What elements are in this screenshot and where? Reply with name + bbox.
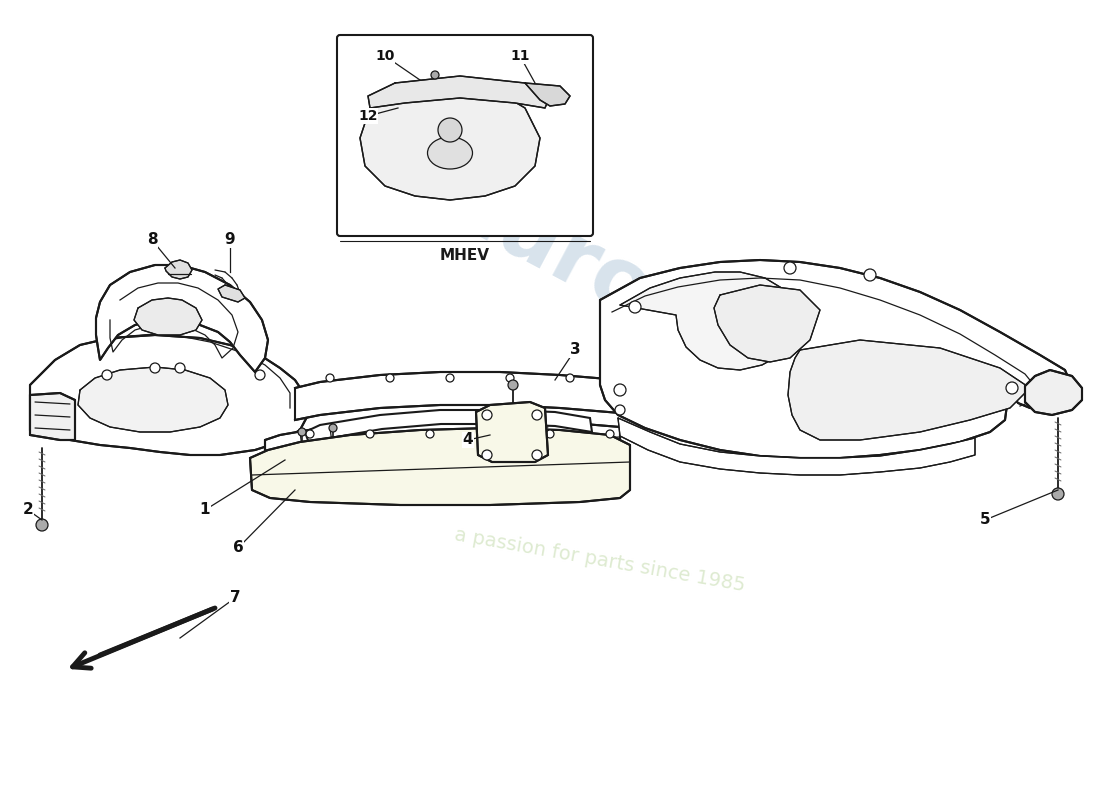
Circle shape: [506, 374, 514, 382]
Circle shape: [532, 450, 542, 460]
Circle shape: [482, 410, 492, 420]
Circle shape: [482, 450, 492, 460]
Polygon shape: [30, 335, 308, 455]
Circle shape: [864, 269, 876, 281]
Circle shape: [386, 374, 394, 382]
Circle shape: [298, 428, 306, 436]
Text: 7: 7: [230, 590, 240, 606]
Ellipse shape: [428, 137, 473, 169]
Circle shape: [1006, 382, 1018, 394]
Circle shape: [784, 262, 796, 274]
Circle shape: [486, 430, 494, 438]
Circle shape: [255, 370, 265, 380]
Circle shape: [546, 430, 554, 438]
Text: 2: 2: [23, 502, 33, 518]
Polygon shape: [600, 260, 1070, 458]
Circle shape: [614, 384, 626, 396]
Circle shape: [36, 519, 48, 531]
Polygon shape: [618, 418, 975, 475]
Text: a passion for parts since 1985: a passion for parts since 1985: [453, 525, 747, 595]
Circle shape: [426, 430, 434, 438]
Circle shape: [508, 380, 518, 390]
Circle shape: [326, 374, 334, 382]
Polygon shape: [476, 402, 548, 462]
Polygon shape: [305, 410, 592, 446]
Polygon shape: [30, 393, 75, 440]
Text: 5: 5: [980, 513, 990, 527]
Polygon shape: [360, 83, 540, 200]
Circle shape: [606, 430, 614, 438]
FancyBboxPatch shape: [337, 35, 593, 236]
Text: 11: 11: [510, 49, 530, 63]
Polygon shape: [265, 420, 620, 458]
Circle shape: [175, 363, 185, 373]
Circle shape: [532, 410, 542, 420]
Polygon shape: [788, 340, 1030, 440]
Text: 1: 1: [200, 502, 210, 518]
Text: 3: 3: [570, 342, 581, 358]
Circle shape: [615, 405, 625, 415]
Polygon shape: [620, 272, 798, 370]
Text: MHEV: MHEV: [440, 248, 490, 263]
Circle shape: [366, 430, 374, 438]
Polygon shape: [78, 367, 228, 432]
Circle shape: [438, 118, 462, 142]
Text: 9: 9: [224, 233, 235, 247]
Circle shape: [431, 71, 439, 79]
Polygon shape: [295, 372, 620, 420]
Circle shape: [566, 374, 574, 382]
Text: 6: 6: [232, 541, 243, 555]
Text: EuroParts: EuroParts: [430, 162, 890, 458]
Text: 8: 8: [146, 233, 157, 247]
Circle shape: [446, 374, 454, 382]
Circle shape: [150, 363, 160, 373]
Polygon shape: [250, 428, 630, 505]
Polygon shape: [714, 285, 820, 362]
Polygon shape: [525, 83, 570, 106]
Text: 4: 4: [463, 433, 473, 447]
Polygon shape: [96, 265, 268, 372]
Text: 10: 10: [375, 49, 395, 63]
Circle shape: [629, 301, 641, 313]
Polygon shape: [368, 76, 550, 108]
Polygon shape: [1025, 370, 1082, 415]
Circle shape: [329, 424, 337, 432]
Polygon shape: [218, 285, 245, 302]
Circle shape: [306, 430, 313, 438]
Circle shape: [102, 370, 112, 380]
Polygon shape: [165, 260, 192, 279]
Circle shape: [1052, 488, 1064, 500]
Polygon shape: [134, 298, 202, 335]
Text: 12: 12: [359, 109, 377, 123]
